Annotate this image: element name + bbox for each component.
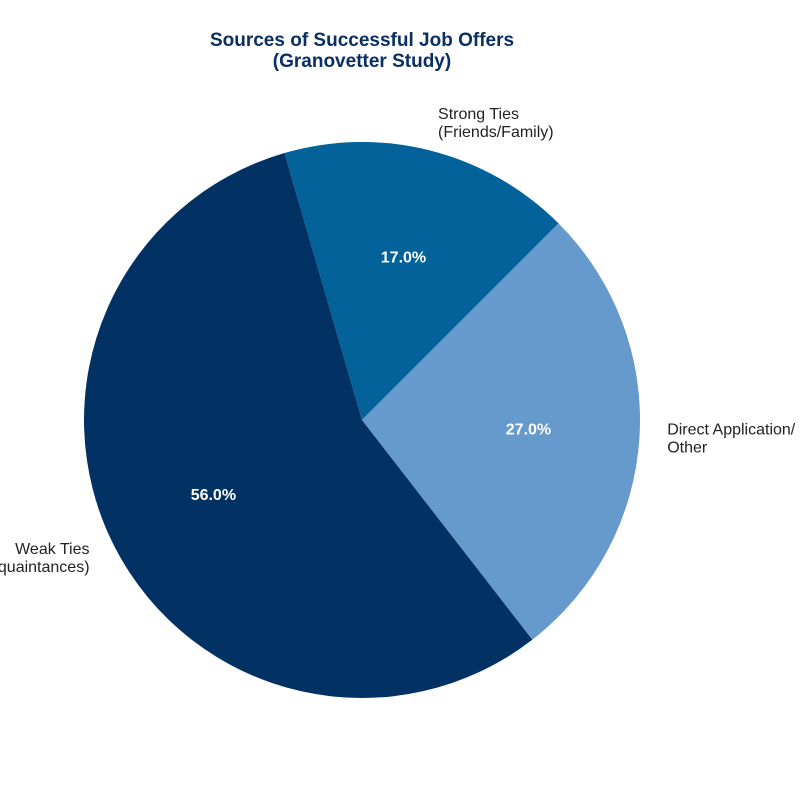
pct-label-weak-ties-acquaintances: 56.0% — [191, 487, 236, 504]
pct-label-strong-ties-friends-family: 17.0% — [381, 250, 426, 267]
category-label-direct-application-other: Direct Application/Other — [667, 421, 796, 456]
category-label-weak-ties-acquaintances: Weak Ties(Acquaintances) — [0, 541, 90, 576]
category-label-line: Direct Application/ — [667, 421, 796, 438]
category-label-line: Strong Ties — [438, 106, 519, 123]
pct-label-direct-application-other: 27.0% — [506, 422, 551, 439]
chart-title-line-1: Sources of Successful Job Offers — [210, 30, 514, 51]
pie-percent-labels: 17.0% 56.0% 27.0% — [191, 250, 551, 504]
pie-slices — [84, 142, 641, 699]
pie-slice-strong-ties-friends-family — [284, 142, 559, 420]
category-label-line: Weak Ties — [15, 541, 89, 558]
category-label-strong-ties-friends-family: Strong Ties (Friends/Family) — [438, 106, 554, 141]
category-label-line: Other — [667, 439, 708, 456]
pie-category-labels: Strong Ties(Friends/Family) Weak Ties(Acq… — [0, 106, 796, 576]
chart-title: Sources of Successful Job Offers (Granov… — [210, 30, 514, 72]
category-label-line: (Friends/Family) — [438, 124, 554, 141]
pie-slice-direct-application-other — [362, 223, 641, 640]
chart-title-line-2: (Granovetter Study) — [273, 51, 451, 72]
category-label-line: (Acquaintances) — [0, 559, 90, 576]
pie-slice-weak-ties-acquaintances — [84, 153, 533, 699]
